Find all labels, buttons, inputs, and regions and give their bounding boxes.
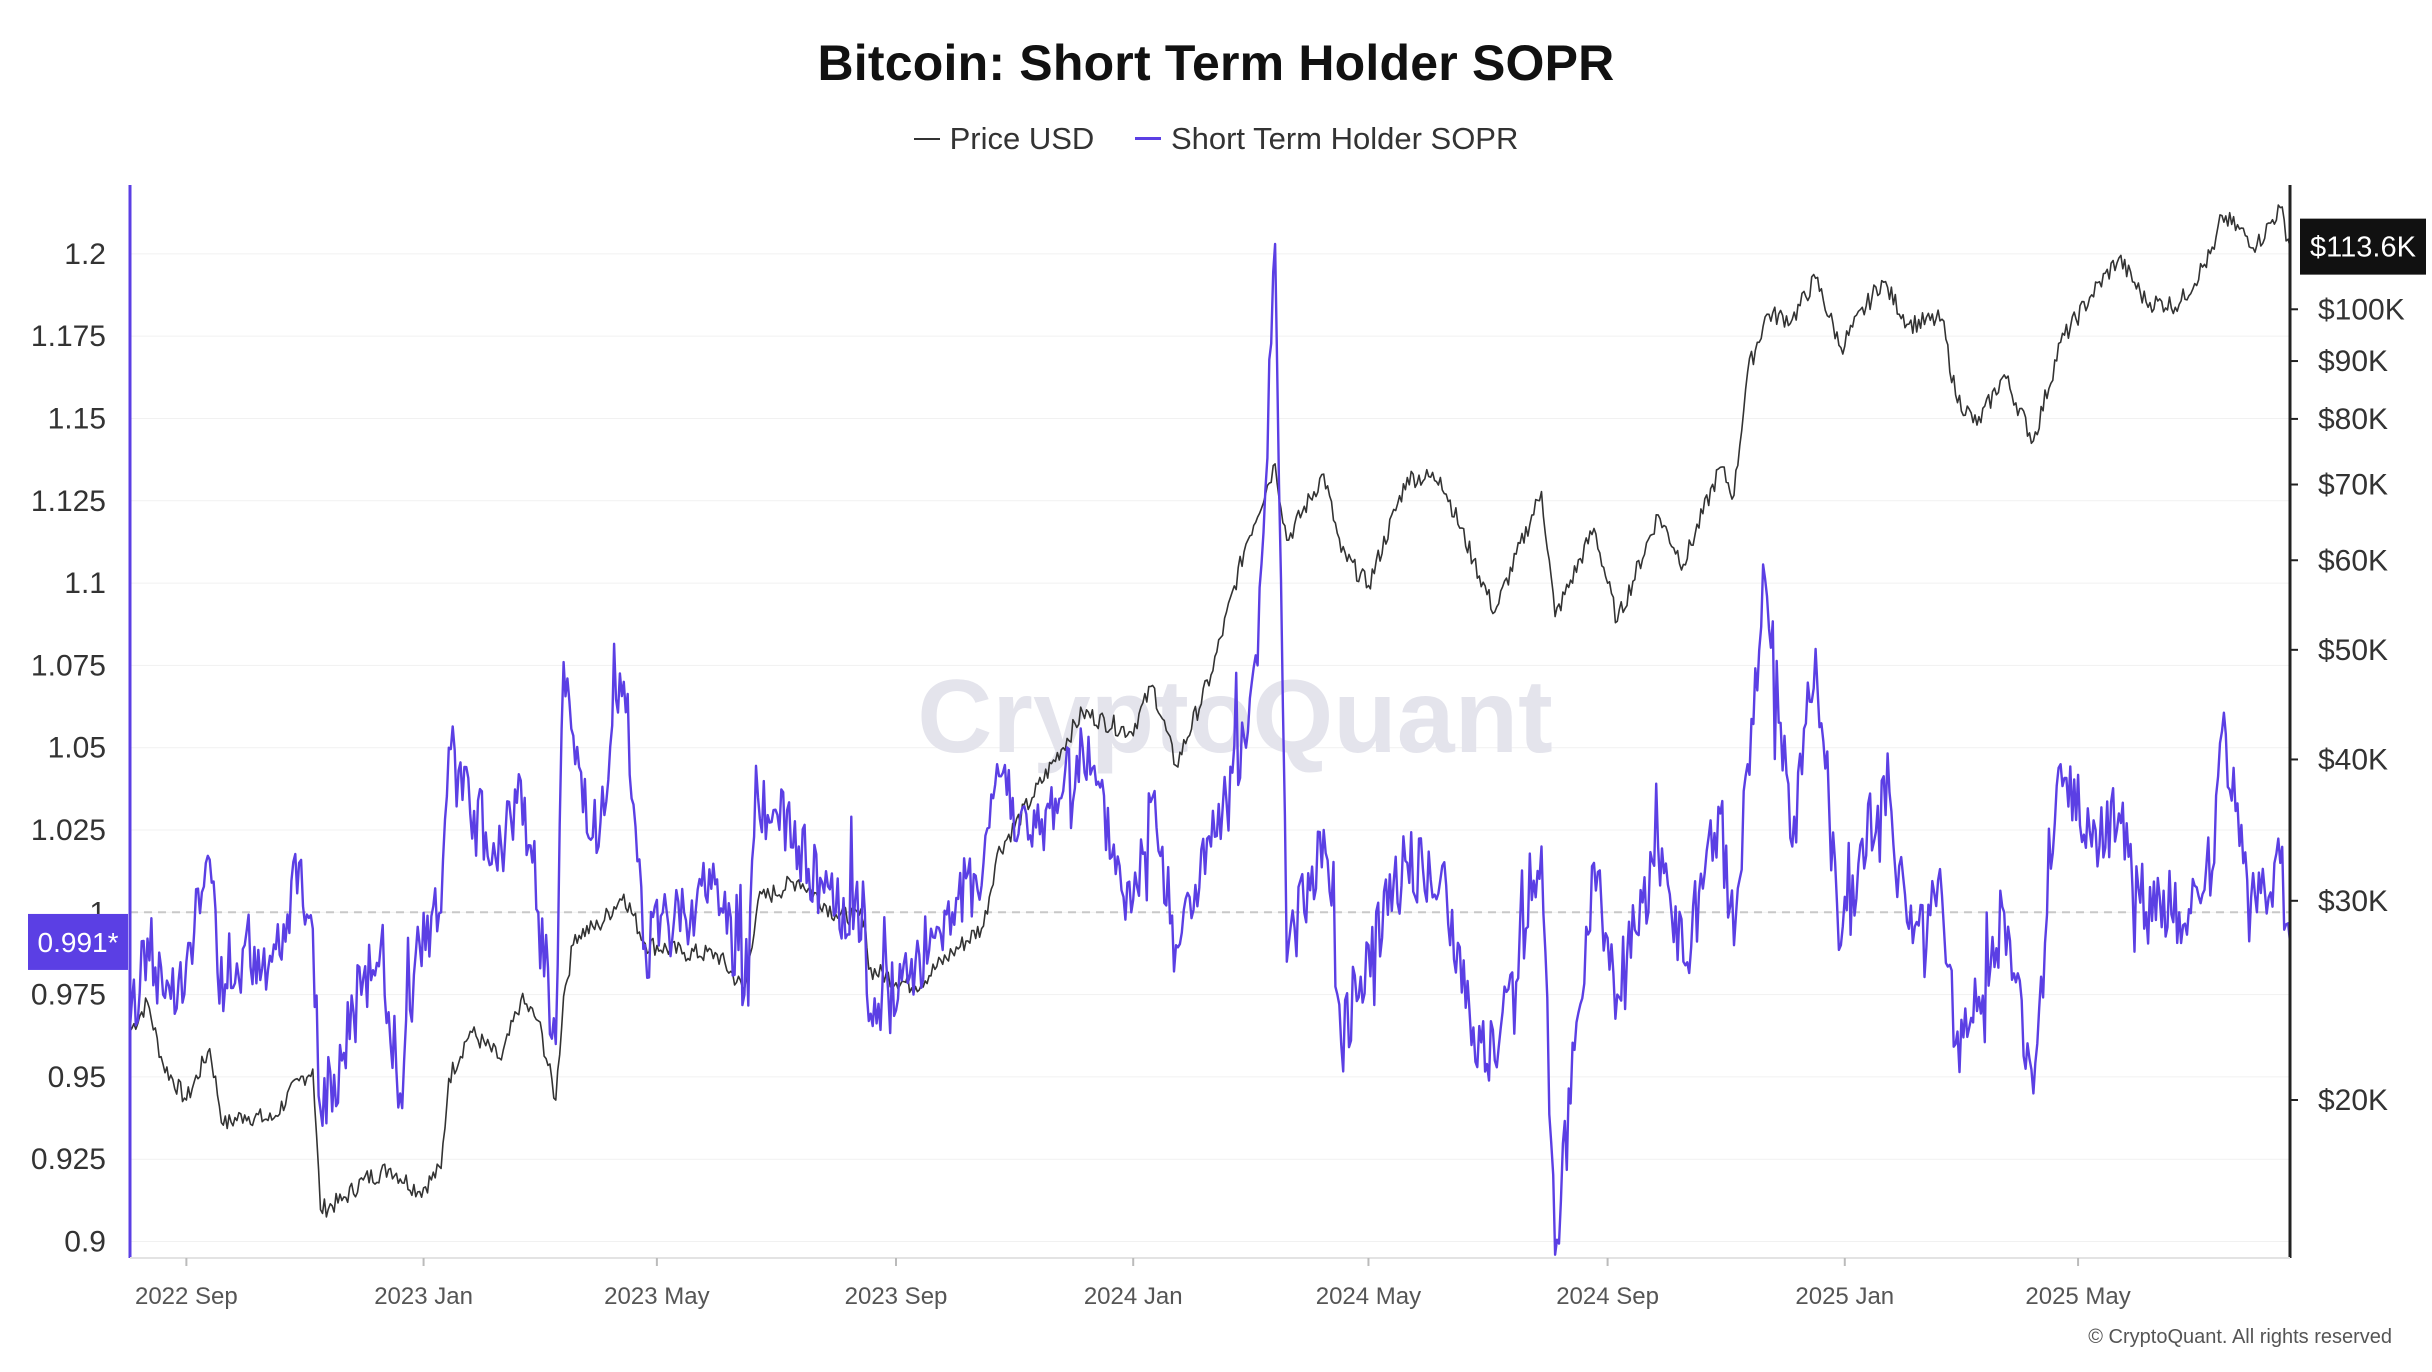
legend-swatch-sopr (1134, 137, 1161, 140)
grid (130, 253, 2290, 1243)
left-tick-label: 0.9 (64, 1226, 106, 1259)
right-tick-label: $90K (2318, 345, 2388, 378)
x-tick-label: 2022 Sep (135, 1283, 238, 1310)
copyright: © CryptoQuant. All rights reserved (2088, 1326, 2392, 1348)
x-tick-label: 2024 Jan (1084, 1283, 1183, 1310)
right-tick-label: $80K (2318, 403, 2388, 436)
legend-item-price[interactable]: Price USD (913, 121, 1095, 157)
price-series[interactable] (129, 204, 2291, 1218)
left-tick-label: 1.05 (48, 732, 106, 765)
left-tick-label: 1.075 (31, 649, 106, 682)
right-tick-label: $70K (2318, 469, 2388, 502)
left-tick-label: 1.025 (31, 814, 106, 847)
left-tick-label: 0.925 (31, 1143, 106, 1176)
x-tick-label: 2025 May (2025, 1283, 2130, 1310)
x-tick-label: 2023 Sep (845, 1283, 948, 1310)
right-tick-label: $40K (2318, 743, 2388, 776)
right-tick-label: $100K (2318, 293, 2405, 326)
x-axis-ticks: 2022 Sep 2023 Jan 2023 May 2023 Sep 2024 Jan… (135, 1258, 2131, 1310)
x-tick-label: 2023 May (604, 1283, 709, 1310)
sopr-line (128, 242, 2292, 1256)
left-axis-ticks: 1.21.1751.151.1251.11.0751.051.02510.975… (31, 238, 106, 1259)
right-tick-label: $60K (2318, 544, 2388, 577)
legend-swatch-price (913, 138, 940, 140)
left-tick-label: 1.125 (31, 485, 106, 518)
right-tick-label: $30K (2318, 885, 2388, 918)
x-tick-label: 2024 Sep (1556, 1283, 1659, 1310)
sopr-series[interactable] (128, 242, 2292, 1256)
price-current-badge (2300, 218, 2426, 275)
price-current-label: $113.6K (2310, 232, 2417, 264)
chart-title: Bitcoin: Short Term Holder SOPR (817, 35, 1615, 91)
legend-label-sopr: Short Term Holder SOPR (1170, 120, 1519, 156)
sopr-current-label: 0.991* (38, 927, 119, 958)
axes (128, 185, 2292, 1259)
current-value-badges: 0.991* $113.6K (28, 218, 2426, 970)
x-tick-label: 2024 May (1316, 1283, 1421, 1310)
left-tick-label: 0.95 (48, 1061, 106, 1094)
right-axis-ticks: $100K $90K $80K $70K $60K $50K $40K $30K $20K (2290, 293, 2405, 1117)
right-tick-label: $20K (2318, 1084, 2388, 1117)
left-tick-label: 1.175 (31, 320, 106, 353)
x-tick-label: 2023 Jan (374, 1283, 473, 1310)
sopr-current-badge (28, 913, 128, 970)
left-tick-label: 1.1 (64, 567, 106, 600)
legend-label-price: Price USD (949, 121, 1095, 156)
x-tick-label: 2025 Jan (1795, 1283, 1894, 1310)
left-tick-label: 1.2 (64, 238, 106, 271)
legend[interactable]: Price USD Short Term Holder SOPR (0, 112, 2432, 157)
left-tick-label: 0.975 (31, 979, 106, 1012)
legend-item-sopr[interactable]: Short Term Holder SOPR (1134, 120, 1519, 157)
left-tick-label: 1.15 (48, 402, 106, 435)
price-usd-line (129, 204, 2291, 1218)
right-tick-label: $50K (2318, 634, 2388, 667)
